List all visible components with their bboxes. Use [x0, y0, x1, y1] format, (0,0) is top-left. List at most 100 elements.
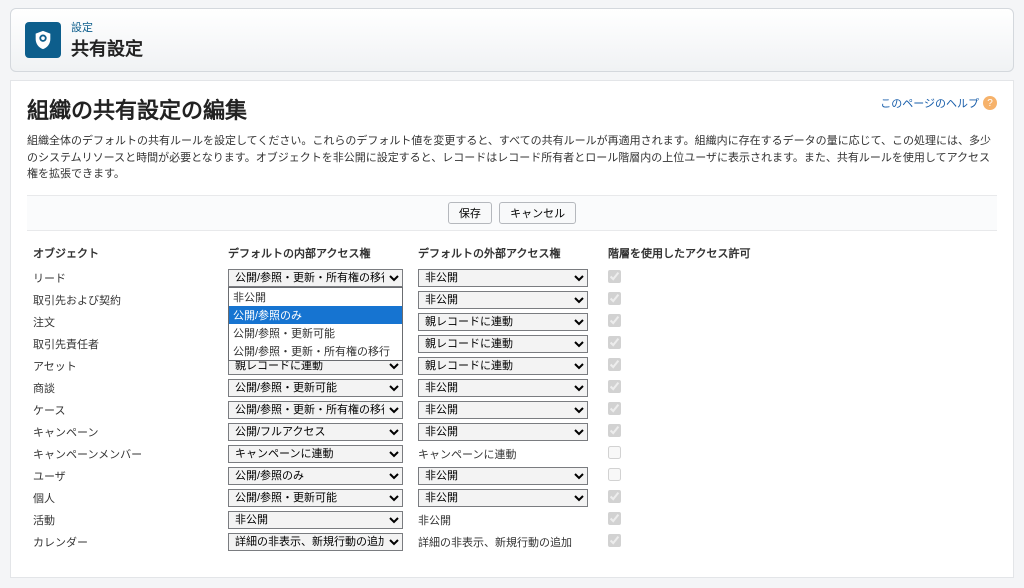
internal-access-select[interactable]: 公開/参照・更新・所有権の移行 — [228, 269, 403, 287]
table-row: カレンダー詳細の非表示、新規行動の追加詳細の非表示、新規行動の追加 — [27, 531, 997, 553]
hierarchy-checkbox[interactable] — [608, 270, 621, 283]
table-row: キャンペーン公開/フルアクセス非公開 — [27, 421, 997, 443]
external-access-select[interactable]: 非公開 — [418, 467, 588, 485]
internal-access-select[interactable]: 公開/フルアクセス — [228, 423, 403, 441]
internal-cell: キャンペーンに連動 — [222, 443, 412, 465]
external-access-select[interactable]: 親レコードに連動 — [418, 335, 588, 353]
object-label: キャンペーンメンバー — [27, 443, 222, 465]
internal-access-select[interactable]: 非公開 — [228, 511, 403, 529]
shield-icon — [25, 22, 61, 58]
header-small: 設定 — [71, 19, 143, 35]
table-row: 注文 親レコードに連動 — [27, 311, 997, 333]
internal-access-select[interactable]: 公開/参照・更新可能 — [228, 379, 403, 397]
hierarchy-cell — [602, 443, 997, 465]
external-access-select[interactable]: 非公開 — [418, 291, 588, 309]
external-access-text: キャンペーンに連動 — [418, 449, 516, 461]
dropdown-option[interactable]: 非公開 — [229, 288, 402, 306]
dropdown-option[interactable]: 公開/参照・更新・所有権の移行 — [229, 342, 402, 360]
internal-access-select[interactable]: 公開/参照のみ — [228, 467, 403, 485]
hierarchy-checkbox[interactable] — [608, 336, 621, 349]
hierarchy-checkbox[interactable] — [608, 468, 621, 481]
table-row: アセット親レコードに連動親レコードに連動 — [27, 355, 997, 377]
external-cell: 非公開 — [412, 487, 602, 509]
table-row: 取引先責任者親レコードに連動 — [27, 333, 997, 355]
internal-access-select[interactable]: 公開/参照・更新・所有権の移行 — [228, 401, 403, 419]
hierarchy-checkbox[interactable] — [608, 292, 621, 305]
internal-access-select[interactable]: 詳細の非表示、新規行動の追加 — [228, 533, 403, 551]
external-cell: 非公開 — [412, 421, 602, 443]
dropdown-option-selected[interactable]: 公開/参照のみ — [229, 306, 402, 324]
table-row: 個人公開/参照・更新可能非公開 — [27, 487, 997, 509]
hierarchy-checkbox[interactable] — [608, 534, 621, 547]
hierarchy-checkbox[interactable] — [608, 402, 621, 415]
external-access-select[interactable]: 非公開 — [418, 489, 588, 507]
hierarchy-cell — [602, 311, 997, 333]
table-row: ユーザ公開/参照のみ非公開 — [27, 465, 997, 487]
hierarchy-checkbox[interactable] — [608, 424, 621, 437]
hierarchy-cell — [602, 465, 997, 487]
external-cell: 非公開 — [412, 509, 602, 531]
help-icon: ? — [983, 96, 997, 110]
hierarchy-checkbox[interactable] — [608, 446, 621, 459]
hierarchy-cell — [602, 399, 997, 421]
help-link[interactable]: このページのヘルプ ? — [880, 95, 997, 111]
table-row: 商談公開/参照・更新可能非公開 — [27, 377, 997, 399]
object-label: 注文 — [27, 311, 222, 333]
hierarchy-checkbox[interactable] — [608, 358, 621, 371]
object-label: 個人 — [27, 487, 222, 509]
external-access-select[interactable]: 親レコードに連動 — [418, 357, 588, 375]
table-row: ケース公開/参照・更新・所有権の移行非公開 — [27, 399, 997, 421]
help-link-label: このページのヘルプ — [880, 95, 979, 111]
hierarchy-cell — [602, 267, 997, 289]
hierarchy-checkbox[interactable] — [608, 314, 621, 327]
external-access-select[interactable]: 非公開 — [418, 379, 588, 397]
external-cell: 親レコードに連動 — [412, 311, 602, 333]
table-row: キャンペーンメンバーキャンペーンに連動キャンペーンに連動 — [27, 443, 997, 465]
object-label: アセット — [27, 355, 222, 377]
header-title: 共有設定 — [71, 35, 143, 61]
object-label: カレンダー — [27, 531, 222, 553]
external-access-select[interactable]: 非公開 — [418, 269, 588, 287]
internal-access-dropdown-open[interactable]: 非公開 公開/参照のみ 公開/参照・更新可能 公開/参照・更新・所有権の移行 — [228, 287, 403, 361]
internal-cell: 公開/参照・更新可能 — [222, 487, 412, 509]
external-access-select[interactable]: 非公開 — [418, 401, 588, 419]
external-access-text: 詳細の非表示、新規行動の追加 — [418, 537, 572, 549]
hierarchy-cell — [602, 531, 997, 553]
dropdown-option[interactable]: 公開/参照・更新可能 — [229, 324, 402, 342]
cancel-button[interactable]: キャンセル — [499, 202, 576, 224]
external-access-text: 非公開 — [418, 515, 451, 527]
object-label: 商談 — [27, 377, 222, 399]
external-cell: 非公開 — [412, 465, 602, 487]
toolbar: 保存 キャンセル — [27, 195, 997, 231]
page-title: 組織の共有設定の編集 — [27, 93, 997, 125]
col-object: オブジェクト — [27, 241, 222, 267]
internal-cell: 公開/参照のみ — [222, 465, 412, 487]
page-header: 設定 共有設定 — [10, 8, 1014, 72]
object-label: 取引先および契約 — [27, 289, 222, 311]
internal-access-select[interactable]: 公開/参照・更新可能 — [228, 489, 403, 507]
object-label: キャンペーン — [27, 421, 222, 443]
table-row: 活動非公開非公開 — [27, 509, 997, 531]
internal-cell: 公開/参照・更新・所有権の移行 — [222, 267, 412, 289]
external-cell: 親レコードに連動 — [412, 333, 602, 355]
sharing-table: オブジェクト デフォルトの内部アクセス権 デフォルトの外部アクセス権 階層を使用… — [27, 241, 997, 553]
external-cell: 非公開 — [412, 267, 602, 289]
hierarchy-checkbox[interactable] — [608, 512, 621, 525]
save-button[interactable]: 保存 — [448, 202, 492, 224]
external-access-select[interactable]: 非公開 — [418, 423, 588, 441]
col-internal: デフォルトの内部アクセス権 — [222, 241, 412, 267]
hierarchy-cell — [602, 377, 997, 399]
internal-cell: 公開/参照・更新・所有権の移行 — [222, 399, 412, 421]
external-cell: キャンペーンに連動 — [412, 443, 602, 465]
hierarchy-cell — [602, 333, 997, 355]
internal-access-select[interactable]: キャンペーンに連動 — [228, 445, 403, 463]
external-cell: 詳細の非表示、新規行動の追加 — [412, 531, 602, 553]
hierarchy-checkbox[interactable] — [608, 380, 621, 393]
external-cell: 非公開 — [412, 289, 602, 311]
table-row: 取引先および契約非公開 — [27, 289, 997, 311]
internal-cell: 非公開 — [222, 509, 412, 531]
object-label: ケース — [27, 399, 222, 421]
page-description: 組織全体のデフォルトの共有ルールを設定してください。これらのデフォルト値を変更す… — [27, 133, 997, 183]
external-access-select[interactable]: 親レコードに連動 — [418, 313, 588, 331]
hierarchy-checkbox[interactable] — [608, 490, 621, 503]
